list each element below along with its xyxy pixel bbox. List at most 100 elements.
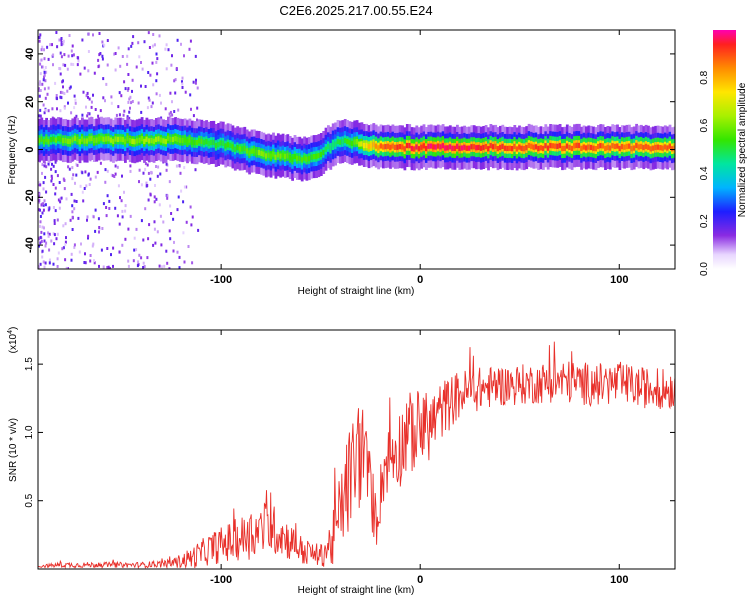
noise-cell	[71, 215, 74, 219]
noise-cell	[40, 48, 43, 52]
noise-cell	[75, 114, 78, 118]
noise-cell	[177, 108, 180, 112]
ridge-cell	[324, 146, 328, 152]
noise-cell	[54, 186, 57, 190]
noise-cell	[133, 248, 136, 252]
ridge-cell	[522, 146, 526, 152]
ridge-cell	[176, 136, 180, 143]
noise-cell	[65, 266, 68, 269]
noise-cell	[50, 179, 53, 183]
noise-cell	[44, 96, 47, 100]
ridge-cell	[644, 143, 648, 150]
ridge-cell	[427, 143, 431, 149]
noise-cell	[56, 265, 59, 268]
ridge-cell	[52, 136, 56, 142]
noise-cell	[74, 101, 77, 105]
snr-y-multiplier: (x104)	[7, 327, 19, 354]
noise-cell	[135, 248, 138, 252]
noise-cell	[132, 259, 135, 263]
colorbar-label: Normalized spectral amplitude	[737, 82, 748, 217]
ridge-cell	[499, 144, 502, 151]
noise-cell	[94, 208, 97, 212]
noise-cell	[175, 164, 178, 168]
ridge-cell	[88, 136, 91, 142]
ridge-cell	[116, 136, 120, 142]
noise-cell	[43, 87, 46, 91]
ridge-cell	[477, 144, 481, 151]
noise-cell	[148, 98, 151, 102]
noise-cell	[45, 190, 48, 194]
noise-cell	[105, 214, 108, 218]
ridge-cell	[310, 154, 314, 160]
noise-cell	[147, 71, 150, 74]
noise-cell	[101, 40, 104, 44]
noise-cell	[42, 202, 45, 206]
noise-cell	[100, 248, 103, 252]
spectrogram-y-axis-label: Frequency (Hz)	[7, 116, 18, 185]
ridge-cell	[410, 145, 414, 152]
noise-cell	[166, 196, 169, 200]
ridge-cell	[131, 138, 134, 144]
noise-cell	[155, 52, 158, 56]
noise-cell	[39, 220, 42, 224]
noise-cell	[108, 207, 111, 210]
noise-cell	[127, 264, 130, 268]
ridge-cell	[231, 144, 235, 150]
ridge-cell	[193, 140, 197, 146]
ridge-cell	[601, 143, 605, 149]
noise-cell	[85, 105, 87, 109]
noise-cell	[118, 222, 121, 226]
noise-cell	[67, 101, 69, 105]
noise-cell	[126, 62, 129, 66]
noise-cell	[86, 215, 89, 219]
ridge-cell	[355, 139, 359, 145]
ridge-cell	[202, 139, 206, 145]
y-tick-label: 0.5	[24, 493, 35, 507]
ridge-cell	[221, 140, 225, 146]
noise-cell	[129, 106, 131, 110]
ridge-cell	[360, 141, 364, 147]
noise-cell	[59, 51, 62, 55]
ridge-cell	[611, 143, 615, 149]
noise-cell	[121, 55, 124, 58]
noise-cell	[115, 113, 118, 117]
noise-cell	[97, 58, 100, 62]
noise-cell	[47, 162, 50, 166]
ridge-cell	[181, 137, 185, 144]
noise-cell	[41, 171, 43, 175]
noise-cell	[102, 77, 105, 81]
noise-cell	[82, 199, 85, 203]
ridge-cell	[554, 143, 557, 149]
noise-cell	[42, 103, 45, 107]
noise-cell	[158, 203, 161, 207]
noise-cell	[91, 244, 94, 248]
ridge-cell	[599, 143, 603, 149]
ridge-cell	[284, 153, 287, 160]
noise-cell	[111, 174, 114, 178]
noise-cell	[174, 91, 177, 95]
noise-cell	[47, 109, 50, 113]
noise-cell	[114, 68, 117, 72]
noise-cell	[51, 162, 53, 166]
noise-cell	[181, 82, 184, 86]
ridge-cell	[396, 144, 400, 150]
ridge-cell	[47, 138, 51, 145]
noise-cell	[152, 33, 155, 36]
noise-cell	[61, 91, 64, 95]
noise-cell	[176, 208, 179, 212]
noise-cell	[64, 243, 67, 247]
ridge-cell	[150, 137, 154, 144]
noise-cell	[67, 267, 69, 269]
ridge-cell	[109, 137, 113, 143]
noise-cell	[39, 62, 42, 66]
noise-cell	[63, 187, 66, 191]
noise-cell	[135, 227, 138, 231]
noise-cell	[59, 95, 62, 99]
noise-cell	[71, 210, 74, 214]
noise-cell	[173, 110, 176, 113]
x-tick-label: 0	[417, 274, 423, 286]
noise-cell	[148, 46, 151, 49]
ridge-cell	[632, 145, 636, 151]
noise-cell	[38, 87, 40, 91]
noise-cell	[140, 61, 142, 64]
